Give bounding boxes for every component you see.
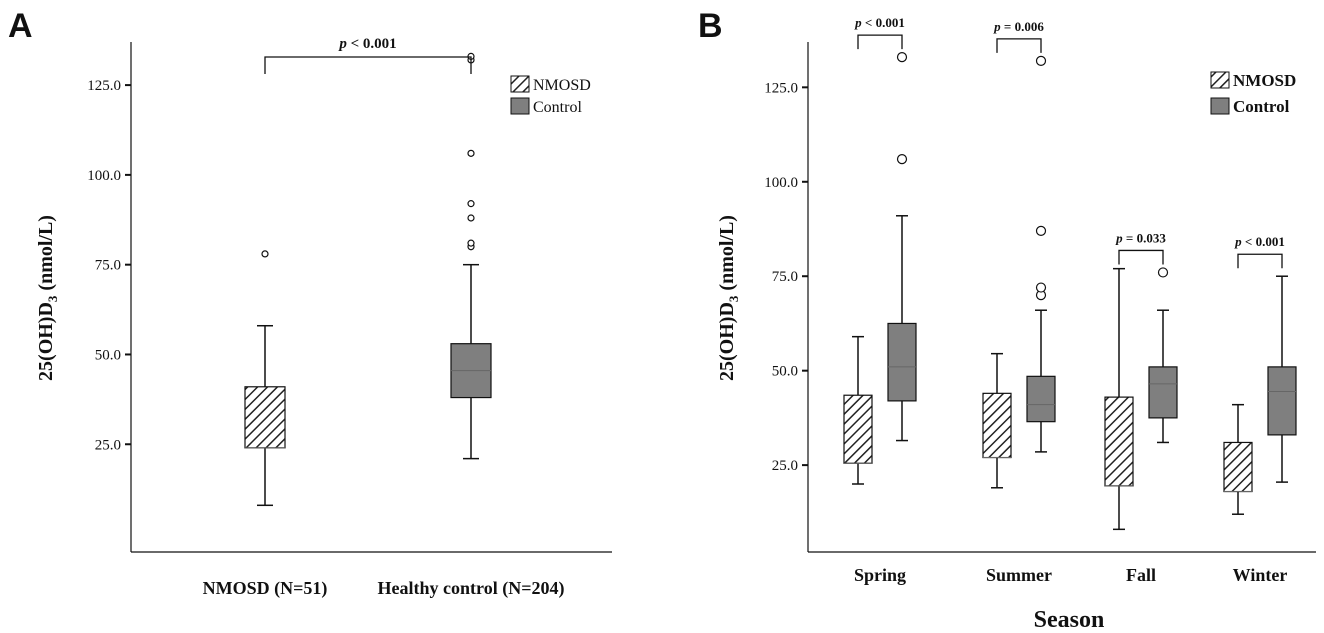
significance-bracket bbox=[264, 56, 472, 74]
legend-label: NMOSD bbox=[1233, 71, 1296, 90]
significance-label: p = 0.033 bbox=[1115, 230, 1166, 245]
significance-label: p = 0.006 bbox=[993, 19, 1044, 34]
significance-label: p < 0.001 bbox=[854, 15, 905, 30]
outlier-point bbox=[1035, 282, 1047, 293]
legend-label: Control bbox=[533, 99, 582, 116]
x-category-label: Healthy control (N=204) bbox=[378, 578, 565, 599]
x-category-label: Summer bbox=[986, 565, 1052, 585]
y-tick-label: 100.0 bbox=[87, 168, 121, 184]
legend-swatch bbox=[1210, 97, 1230, 115]
panel-a: A 25.0 50.0 75.0 100.0 125.0 25(OH)D3 (nmol/L)… bbox=[8, 7, 612, 599]
panel-label: B bbox=[698, 7, 723, 45]
legend-label: Control bbox=[1233, 97, 1290, 116]
box-iqr bbox=[887, 322, 917, 402]
legend-swatch bbox=[1210, 71, 1230, 89]
outlier-point bbox=[467, 149, 475, 157]
outlier-point bbox=[1035, 225, 1047, 236]
significance-bracket bbox=[1237, 253, 1283, 269]
box-iqr bbox=[1267, 366, 1297, 436]
y-tick-label: 50.0 bbox=[772, 364, 798, 380]
box-iqr bbox=[1104, 396, 1134, 487]
significance-label: p < 0.001 bbox=[1234, 234, 1285, 249]
significance-bracket bbox=[1118, 249, 1164, 265]
significance-label: p < 0.001 bbox=[337, 36, 396, 52]
x-axis-label: Season bbox=[1034, 607, 1105, 633]
y-tick-label: 50.0 bbox=[95, 347, 121, 363]
outlier-point bbox=[896, 52, 908, 63]
outlier-point bbox=[896, 154, 908, 165]
x-category-label: NMOSD (N=51) bbox=[203, 578, 328, 599]
box-iqr bbox=[982, 392, 1012, 459]
outlier-point bbox=[1157, 267, 1169, 278]
outlier-point bbox=[467, 239, 475, 247]
panel-b: B 25.0 50.0 75.0 100.0 125.0 25(OH)D3 (nmol/L)… bbox=[698, 7, 1316, 633]
significance-bracket bbox=[996, 38, 1042, 53]
outlier-point bbox=[1035, 55, 1047, 66]
x-category-label: Winter bbox=[1233, 565, 1288, 585]
y-tick-label: 125.0 bbox=[764, 80, 798, 96]
box-iqr bbox=[1026, 375, 1056, 423]
y-axis-label: 25(OH)D3 (nmol/L) bbox=[716, 215, 741, 381]
y-tick-label: 25.0 bbox=[95, 437, 121, 453]
y-axis-label: 25(OH)D3 (nmol/L) bbox=[35, 215, 60, 381]
y-tick-label: 25.0 bbox=[772, 458, 798, 474]
significance-bracket bbox=[857, 34, 903, 50]
legend-label: NMOSD bbox=[533, 77, 591, 94]
outlier-point bbox=[261, 250, 269, 258]
box-iqr bbox=[843, 394, 873, 464]
x-category-label: Spring bbox=[854, 565, 906, 585]
box-iqr bbox=[1223, 441, 1253, 493]
legend-swatch bbox=[510, 97, 530, 115]
box-iqr bbox=[1148, 366, 1178, 419]
legend-swatch bbox=[510, 75, 530, 93]
x-category-label: Fall bbox=[1126, 565, 1156, 585]
y-tick-label: 100.0 bbox=[764, 175, 798, 191]
outlier-point bbox=[467, 200, 475, 208]
box-iqr bbox=[244, 386, 286, 449]
outlier-point bbox=[467, 214, 475, 222]
y-tick-label: 75.0 bbox=[95, 258, 121, 274]
panel-label: A bbox=[8, 7, 33, 45]
y-tick-label: 75.0 bbox=[772, 269, 798, 285]
y-tick-label: 125.0 bbox=[87, 78, 121, 94]
